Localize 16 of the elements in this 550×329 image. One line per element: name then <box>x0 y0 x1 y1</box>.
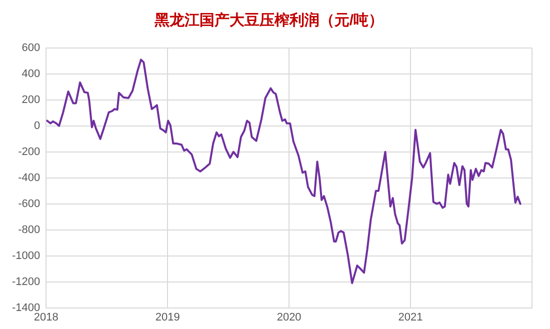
x-tick-label: 2021 <box>398 311 423 324</box>
y-tick-label: -1400 <box>12 302 40 314</box>
x-tick-label: 2019 <box>155 311 180 324</box>
y-tick-label: 0 <box>34 120 40 132</box>
y-tick-label: -1200 <box>12 276 40 288</box>
y-tick-label: -400 <box>18 172 40 184</box>
x-tick-label: 2018 <box>34 311 58 324</box>
y-tick-label: -200 <box>18 146 40 158</box>
y-tick-label: -800 <box>18 224 40 236</box>
y-tick-label: -1000 <box>12 250 40 262</box>
chart-title: 黑龙江国产大豆压榨利润（元/吨） <box>153 11 384 30</box>
y-tick-label: 400 <box>22 68 40 80</box>
y-tick-label: 200 <box>22 94 40 106</box>
y-tick-label: -600 <box>18 198 40 210</box>
x-tick-label: 2020 <box>276 311 302 324</box>
y-tick-label: 600 <box>22 42 40 54</box>
